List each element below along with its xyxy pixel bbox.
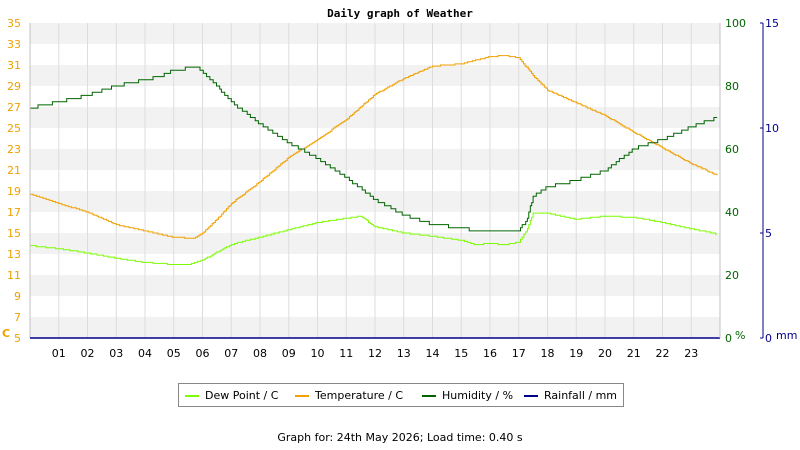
x-axis-tick-label: 07 (224, 347, 238, 360)
x-axis-tick-label: 01 (52, 347, 66, 360)
legend-item-rainfall: Rainfall / mm (524, 389, 617, 402)
x-axis-tick-label: 06 (196, 347, 210, 360)
series-line-temperature (30, 55, 718, 239)
humidity-axis-tick-label: 40 (725, 206, 739, 219)
legend: Dew Point / C Temperature / C Humidity /… (178, 383, 624, 407)
rainfall-axis-tick-label: 5 (765, 227, 772, 240)
legend-item-temperature: Temperature / C (295, 389, 403, 402)
legend-item-dew-point: Dew Point / C (185, 389, 278, 402)
left-axis-tick-label: 17 (7, 206, 21, 219)
humidity-axis-label: % (735, 329, 745, 342)
legend-label-humidity: Humidity / % (442, 389, 514, 402)
humidity-axis-ticks: 0 20 40 60 80 100 (725, 17, 746, 345)
x-axis-ticks: 01 02 03 04 05 06 07 08 09 10 11 12 13 14 15 16 17 18 19 20… (52, 347, 699, 360)
humidity-axis-tick-label: 100 (725, 17, 746, 30)
x-axis-tick-label: 19 (569, 347, 583, 360)
left-axis-tick-label: 5 (14, 332, 21, 345)
series-line-dew-point (30, 212, 718, 265)
left-axis-tick-label: 7 (14, 311, 21, 324)
x-axis-tick-label: 17 (512, 347, 526, 360)
x-axis-tick-label: 13 (397, 347, 411, 360)
legend-label-rainfall: Rainfall / mm (544, 389, 618, 402)
left-axis-tick-label: 21 (7, 164, 21, 177)
x-axis-tick-label: 22 (656, 347, 670, 360)
x-axis-tick-label: 04 (138, 347, 152, 360)
legend-swatch-dew-point (185, 395, 199, 397)
left-axis-ticks: 5 7 9 11 13 15 17 19 21 23 25 27 29 31 33 35 (7, 17, 21, 345)
x-axis-tick-label: 16 (483, 347, 497, 360)
humidity-axis-tick-label: 80 (725, 80, 739, 93)
rainfall-axis-ticks: 0 5 10 15 (760, 17, 779, 345)
vertical-gridlines (58, 23, 692, 338)
series-line-humidity (30, 66, 718, 232)
left-axis-label: C (2, 327, 10, 340)
humidity-axis-tick-label: 20 (725, 269, 739, 282)
rainfall-axis-tick-label: 10 (765, 122, 779, 135)
legend-label-dew-point: Dew Point / C (205, 389, 279, 402)
x-axis-tick-label: 15 (454, 347, 468, 360)
legend-swatch-humidity (422, 395, 436, 397)
legend-label-temperature: Temperature / C (315, 389, 404, 402)
footer-text: Graph for: 24th May 2026; Load time: 0.4… (277, 431, 523, 444)
humidity-axis-tick-label: 60 (725, 143, 739, 156)
x-axis-tick-label: 18 (541, 347, 555, 360)
left-axis-tick-label: 9 (14, 290, 21, 303)
x-axis-tick-label: 09 (282, 347, 296, 360)
legend-swatch-temperature (295, 395, 309, 397)
x-axis-tick-label: 03 (109, 347, 123, 360)
rainfall-axis-label: mm (776, 329, 797, 342)
rainfall-axis-tick-label: 15 (765, 17, 779, 30)
x-axis-tick-label: 10 (311, 347, 325, 360)
left-axis-tick-label: 31 (7, 59, 21, 72)
axes (29, 23, 764, 339)
rainfall-axis-tick-label: 0 (765, 332, 772, 345)
x-axis-tick-label: 23 (684, 347, 698, 360)
x-axis-tick-label: 05 (167, 347, 181, 360)
legend-swatch-rainfall (524, 395, 538, 397)
left-axis-tick-label: 15 (7, 227, 21, 240)
x-axis-tick-label: 14 (426, 347, 440, 360)
left-axis-tick-label: 29 (7, 80, 21, 93)
left-axis-tick-label: 23 (7, 143, 21, 156)
legend-item-humidity: Humidity / % (422, 389, 513, 402)
left-axis-tick-label: 35 (7, 17, 21, 30)
left-axis-tick-label: 11 (7, 269, 21, 282)
x-axis-tick-label: 20 (598, 347, 612, 360)
left-axis-tick-label: 13 (7, 248, 21, 261)
left-axis-tick-label: 25 (7, 122, 21, 135)
left-axis-tick-label: 19 (7, 185, 21, 198)
x-axis-tick-label: 02 (81, 347, 95, 360)
humidity-axis-tick-label: 0 (725, 332, 732, 345)
x-axis-tick-label: 12 (368, 347, 382, 360)
x-axis-tick-label: 11 (339, 347, 353, 360)
x-axis-tick-label: 08 (253, 347, 267, 360)
x-axis-tick-label: 21 (627, 347, 641, 360)
left-axis-tick-label: 27 (7, 101, 21, 114)
left-axis-tick-label: 33 (7, 38, 21, 51)
chart-title: Daily graph of Weather (327, 7, 473, 20)
